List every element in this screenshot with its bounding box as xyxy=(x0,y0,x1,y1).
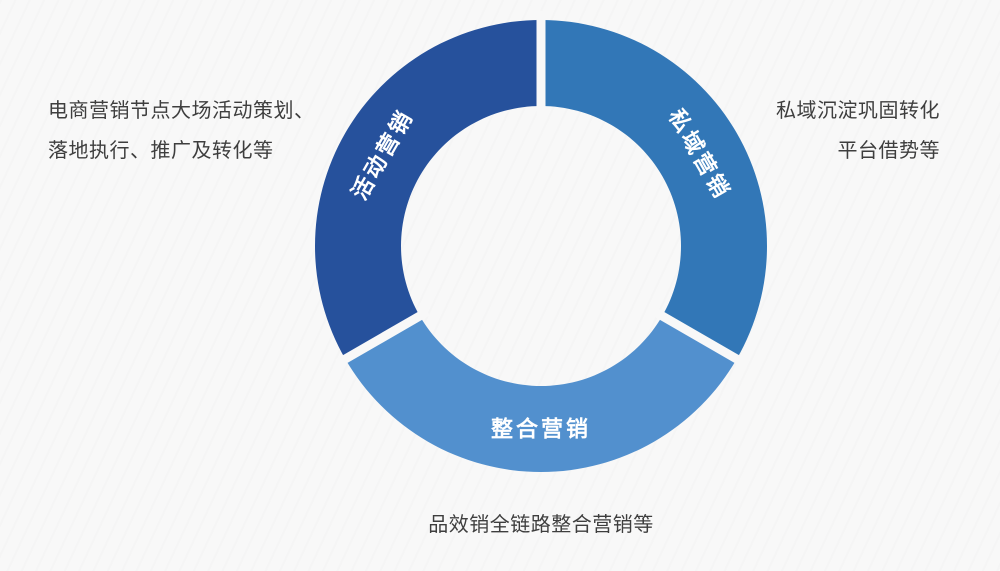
annotation-line: 落地执行、推广及转化等 xyxy=(48,140,274,162)
annotation-integrated-marketing: 品效销全链路整合营销等 xyxy=(428,505,654,545)
segment-gap xyxy=(652,307,747,368)
donut-segment-0 xyxy=(541,20,767,359)
donut-segment-2 xyxy=(315,20,541,359)
annotation-activity-marketing: 电商营销节点大场活动策划、 落地执行、推广及转化等 xyxy=(48,91,315,171)
annotation-private-domain-marketing: 私域沉淀巩固转化 平台借势等 xyxy=(776,91,940,171)
donut-segment-1 xyxy=(345,316,737,472)
annotation-line: 品效销全链路整合营销等 xyxy=(428,514,654,536)
annotation-line: 私域沉淀巩固转化 xyxy=(776,100,940,122)
annotation-line: 电商营销节点大场活动策划、 xyxy=(48,100,315,122)
annotation-line: 平台借势等 xyxy=(837,140,940,162)
donut-segment-label-1: 整合营销 xyxy=(491,417,591,442)
segment-gap xyxy=(335,307,430,368)
